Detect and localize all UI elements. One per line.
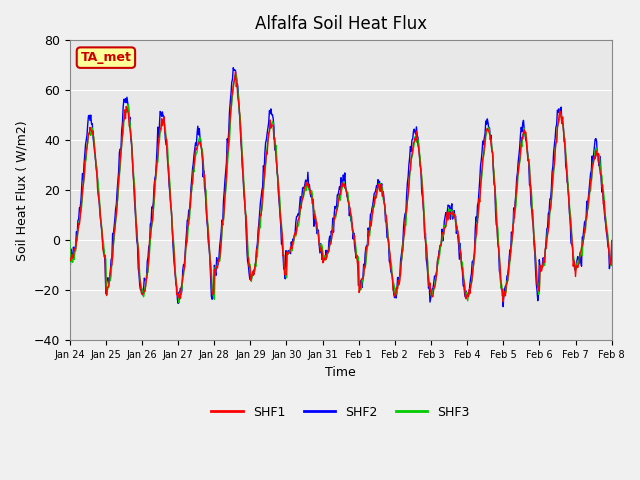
SHF3 [408, 155, 416, 160]
SHF3 [66, 238, 74, 243]
SHF1 [232, 69, 239, 74]
SHF2 [608, 243, 616, 249]
SHF1 [215, 256, 223, 262]
SHF3 [187, 192, 195, 197]
SHF3 [131, 201, 139, 207]
Line: SHF1: SHF1 [70, 72, 612, 302]
SHF2 [229, 65, 237, 71]
Line: SHF3: SHF3 [70, 75, 612, 303]
SHF1 [499, 299, 507, 305]
SHF1 [407, 156, 415, 161]
SHF2 [215, 255, 223, 261]
Y-axis label: Soil Heat Flux ( W/m2): Soil Heat Flux ( W/m2) [15, 120, 28, 261]
SHF1 [66, 256, 74, 262]
SHF3 [424, 259, 431, 264]
SHF3 [216, 259, 223, 264]
SHF1 [186, 204, 194, 210]
SHF2 [76, 205, 83, 211]
SHF2 [66, 254, 74, 260]
SHF1 [76, 221, 83, 227]
SHF2 [131, 209, 139, 215]
SHF1 [131, 204, 139, 209]
SHF2 [499, 304, 507, 310]
SHF1 [423, 250, 431, 256]
SHF3 [608, 259, 616, 265]
SHF1 [608, 238, 616, 243]
SHF2 [423, 262, 431, 267]
Legend: SHF1, SHF2, SHF3: SHF1, SHF2, SHF3 [207, 401, 475, 424]
SHF2 [407, 148, 415, 154]
SHF3 [76, 218, 83, 224]
SHF2 [186, 198, 194, 204]
SHF3 [232, 72, 240, 78]
Title: Alfalfa Soil Heat Flux: Alfalfa Soil Heat Flux [255, 15, 427, 33]
Text: TA_met: TA_met [81, 51, 131, 64]
SHF3 [175, 300, 183, 306]
X-axis label: Time: Time [325, 366, 356, 379]
Line: SHF2: SHF2 [70, 68, 612, 307]
